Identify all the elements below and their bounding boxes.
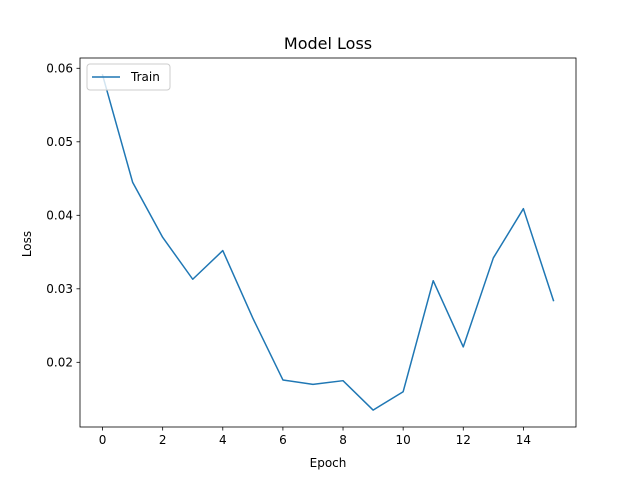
y-tick-label: 0.02 bbox=[46, 355, 73, 369]
x-tick-label: 0 bbox=[99, 433, 107, 447]
y-tick-label: 0.03 bbox=[46, 282, 73, 296]
x-tick-label: 4 bbox=[219, 433, 227, 447]
legend: Train bbox=[86, 63, 171, 91]
y-axis-label: Loss bbox=[20, 231, 34, 257]
series-layer bbox=[101, 73, 555, 411]
x-tick-label: 14 bbox=[516, 433, 531, 447]
y-axis-ticks: 0.02 0.03 0.04 0.05 0.06 bbox=[46, 61, 80, 369]
legend-box bbox=[86, 63, 171, 91]
y-tick-label: 0.04 bbox=[46, 208, 73, 222]
x-axis-label: Epoch bbox=[310, 456, 347, 470]
x-axis-ticks: 0 2 4 6 8 10 12 14 bbox=[99, 427, 531, 447]
y-tick-label: 0.05 bbox=[46, 135, 73, 149]
chart-title: Model Loss bbox=[284, 34, 372, 53]
legend-label: Train bbox=[130, 70, 160, 84]
x-tick-label: 6 bbox=[279, 433, 287, 447]
x-tick-label: 2 bbox=[159, 433, 167, 447]
x-tick-label: 10 bbox=[396, 433, 411, 447]
series-line-train bbox=[101, 73, 555, 411]
x-tick-label: 12 bbox=[456, 433, 471, 447]
plot-frame bbox=[79, 57, 577, 428]
y-tick-label: 0.06 bbox=[46, 61, 73, 75]
x-tick-label: 8 bbox=[339, 433, 347, 447]
